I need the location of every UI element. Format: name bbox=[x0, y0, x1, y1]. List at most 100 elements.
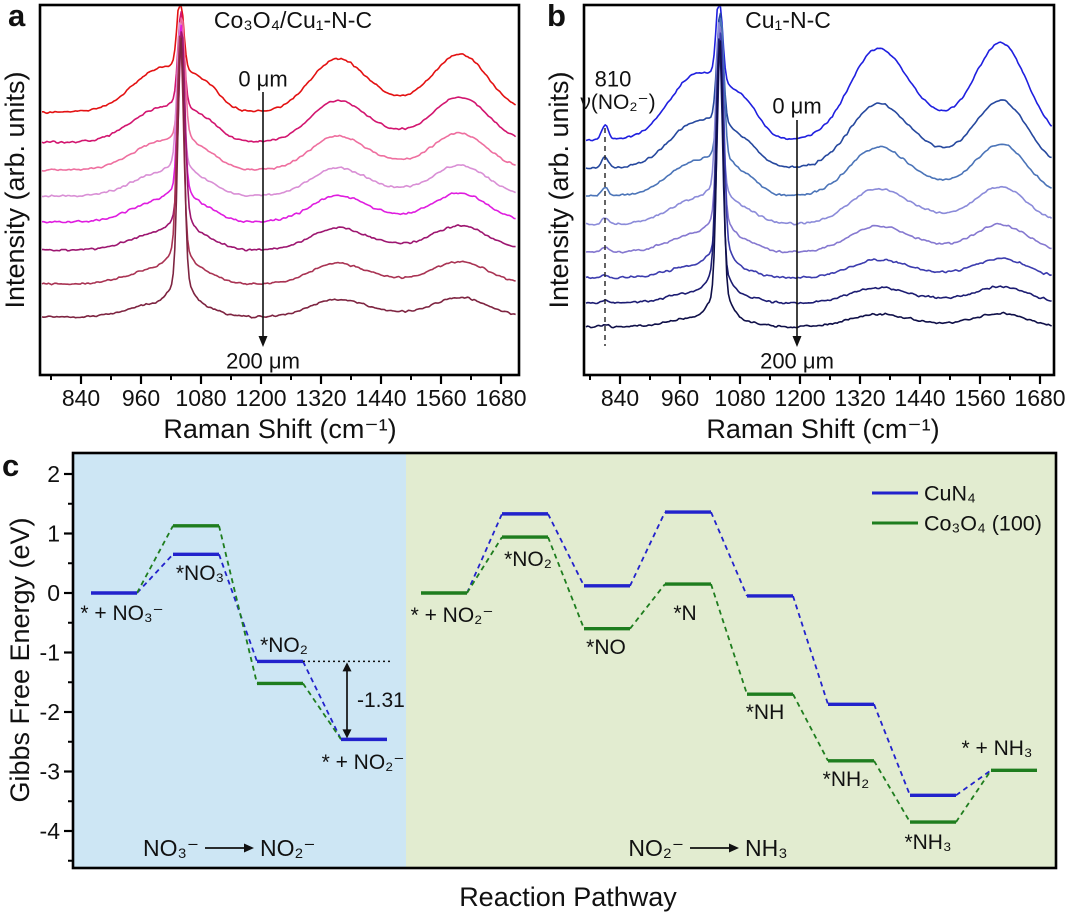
raman-trace bbox=[41, 17, 516, 172]
x-tick-label: 1440 bbox=[355, 385, 406, 411]
y-tick-label: -2 bbox=[40, 699, 60, 725]
pathway-connector bbox=[302, 661, 342, 740]
y-tick-label: 0 bbox=[47, 580, 60, 606]
panel-b-depth-start-label: 0 μm bbox=[772, 93, 822, 119]
panel-a-title: Co₃O₄/Cu₁-N-C bbox=[213, 6, 373, 33]
raman-trace bbox=[41, 22, 516, 198]
region-nitrite-to-ammonia bbox=[406, 453, 1056, 868]
raman-trace bbox=[585, 32, 1052, 280]
energy-difference-annotation: -1.31 bbox=[357, 688, 405, 712]
energy-level-label: *NO₂ bbox=[504, 548, 552, 571]
x-tick-label: 960 bbox=[661, 385, 699, 411]
panel-a-depth-end-label: 200 μm bbox=[226, 348, 300, 374]
pathway-connector bbox=[547, 513, 585, 587]
plot-frame bbox=[582, 3, 1056, 377]
y-tick-label: 2 bbox=[47, 461, 60, 487]
raman-trace bbox=[585, 38, 1052, 305]
panel-c-y-axis-title: Gibbs Free Energy (eV) bbox=[4, 517, 35, 803]
arrowhead-down-icon bbox=[342, 729, 352, 739]
x-tick-label: 1680 bbox=[475, 385, 526, 411]
panel-a-letter: a bbox=[8, 0, 26, 33]
raman-trace bbox=[41, 37, 516, 319]
x-tick-label: 1080 bbox=[175, 385, 226, 411]
panel-c-x-axis-title: Reaction Pathway bbox=[459, 881, 677, 912]
legend-label-CuN4: CuN₄ bbox=[924, 482, 976, 506]
x-tick-label: 1320 bbox=[834, 385, 885, 411]
raman-trace bbox=[585, 40, 1052, 329]
plot-frame bbox=[38, 3, 521, 377]
raman-trace bbox=[585, 12, 1052, 170]
reaction-from-label: NO₂⁻ bbox=[628, 835, 684, 861]
x-axis-ticks: 840 960 1080 1200 1320 1440 1560 1680 bbox=[589, 375, 1066, 411]
x-tick-label: 1200 bbox=[235, 385, 286, 411]
raman-trace bbox=[585, 27, 1052, 254]
x-tick-label: 960 bbox=[122, 385, 160, 411]
y-tick-label: -4 bbox=[40, 818, 61, 844]
energy-level-label: *NO₃ bbox=[176, 562, 224, 585]
pathway-connector bbox=[629, 583, 666, 630]
raman-trace bbox=[42, 24, 516, 224]
x-tick-label: 1080 bbox=[714, 385, 765, 411]
reaction-to-label: NO₂⁻ bbox=[260, 835, 316, 861]
panel-b-nitrite-mode-label: ν(NO₂⁻) bbox=[580, 90, 656, 114]
y-tick-label: -1 bbox=[40, 640, 60, 666]
depth-arrowhead-icon bbox=[258, 336, 268, 347]
plot-frame bbox=[71, 451, 1058, 870]
x-tick-label: 1440 bbox=[894, 385, 945, 411]
pathway-connector bbox=[218, 525, 258, 684]
energy-level-label: * + NH₃ bbox=[962, 737, 1033, 760]
energy-level-label: * + NO₂⁻ bbox=[322, 751, 405, 774]
panel-b-letter: b bbox=[547, 0, 566, 33]
energy-level-label: * + NO₂⁻ bbox=[411, 604, 494, 627]
legend-label-Co3O4: Co₃O₄ (100) bbox=[924, 512, 1042, 536]
panel-a-depth-start-label: 0 μm bbox=[238, 66, 288, 92]
panel-a-plot: 840 960 1080 1200 1320 1440 1560 1680 bbox=[38, 3, 527, 411]
panel-b-title: Cu₁-N-C bbox=[745, 6, 831, 33]
region-nitrate-to-nitrite bbox=[73, 453, 406, 868]
x-axis-ticks: 840 960 1080 1200 1320 1440 1560 1680 bbox=[50, 375, 527, 411]
panel-c-letter: c bbox=[2, 448, 20, 483]
x-tick-label: 840 bbox=[601, 385, 639, 411]
panel-b-depth-end-label: 200 μm bbox=[760, 348, 834, 374]
reaction-arrowhead-icon bbox=[729, 843, 739, 853]
pathway-connector bbox=[547, 536, 585, 630]
panel-a-x-axis-title: Raman Shift (cm⁻¹) bbox=[163, 413, 397, 444]
energy-level-label: *NH bbox=[746, 701, 785, 724]
raman-trace bbox=[585, 21, 1053, 226]
reaction-arrowhead-icon bbox=[244, 843, 254, 853]
pathway-connector bbox=[955, 769, 992, 823]
panel-c-plot: * + NO₃⁻ *NO₃ *NO₂ * + NO₂⁻ * + NO₂⁻ *NO₂ *NO *… bbox=[40, 451, 1058, 870]
energy-level-label: *NO₂ bbox=[260, 634, 308, 657]
pathway-connector bbox=[629, 511, 666, 587]
energy-level-label: *NO bbox=[586, 636, 626, 659]
pathway-connector bbox=[792, 595, 829, 705]
depth-arrowhead-icon bbox=[792, 336, 802, 347]
raman-trace bbox=[41, 35, 516, 286]
x-tick-label: 1560 bbox=[954, 385, 1005, 411]
x-tick-label: 1320 bbox=[295, 385, 346, 411]
energy-level-label: * + NO₃⁻ bbox=[80, 602, 163, 625]
energy-level-label: *NH₃ bbox=[904, 831, 951, 854]
raman-trace bbox=[41, 31, 516, 252]
reaction-to-label: NH₃ bbox=[745, 835, 788, 861]
y-tick-label: -3 bbox=[40, 759, 60, 785]
pathway-connector bbox=[466, 536, 503, 594]
panel-a-y-axis-title: Intensity (arb. units) bbox=[0, 71, 30, 309]
energy-level-label: *NH₂ bbox=[823, 768, 870, 791]
raman-trace bbox=[42, 6, 517, 115]
panel-b-nitrite-wavenumber-label: 810 bbox=[594, 66, 632, 92]
panel-b-plot: 840 960 1080 1200 1320 1440 1560 1680 bbox=[582, 3, 1066, 411]
energy-level-label: *N bbox=[673, 602, 696, 625]
x-tick-label: 1560 bbox=[415, 385, 466, 411]
raman-trace bbox=[585, 6, 1053, 142]
raman-trace bbox=[41, 11, 517, 144]
pathway-connector bbox=[466, 513, 503, 594]
pathway-connector bbox=[873, 760, 911, 823]
pathway-connector bbox=[302, 682, 342, 740]
raman-trace bbox=[586, 17, 1052, 197]
pathway-connector bbox=[710, 583, 748, 695]
x-tick-label: 1680 bbox=[1014, 385, 1065, 411]
y-axis-ticks: 2 1 0 -1 -2 -3 -4 bbox=[40, 461, 73, 862]
